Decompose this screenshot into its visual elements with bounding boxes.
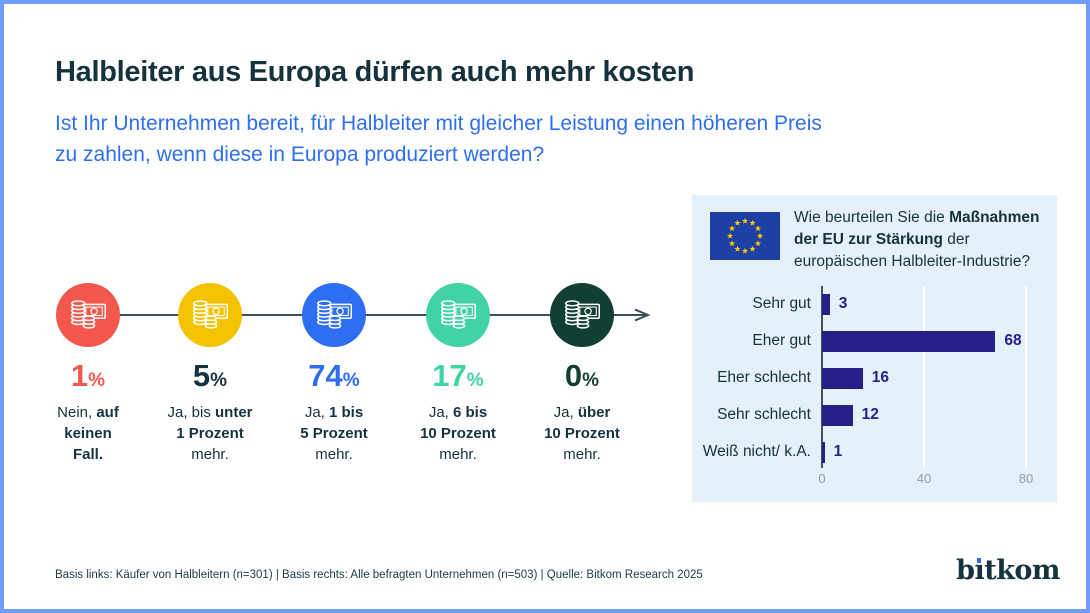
coins-banknote-icon bbox=[316, 299, 352, 329]
coins-banknote-icon bbox=[440, 299, 476, 329]
subtitle-line-1: Ist Ihr Unternehmen bereit, für Halbleit… bbox=[55, 112, 822, 135]
logo-i: ı bbox=[974, 555, 985, 586]
eu-flag-stars bbox=[726, 217, 764, 254]
bar-value-label: 1 bbox=[833, 443, 843, 460]
chart-gridline bbox=[1025, 286, 1027, 468]
bar-value-label: 3 bbox=[838, 295, 848, 312]
source-note: Basis links: Käufer von Halbleitern (n=3… bbox=[55, 569, 703, 581]
price-step: 17% Ja, 6 bis 10 Prozent mehr. bbox=[393, 283, 523, 465]
price-step: 1% Nein, auf keinen Fall. bbox=[23, 283, 153, 465]
bar bbox=[822, 293, 830, 315]
step-label: Ja, über 10 Prozent mehr. bbox=[544, 404, 620, 463]
subtitle-line-2: zu zahlen, wenn diese in Europa produzie… bbox=[55, 143, 545, 166]
step-label: Nein, auf keinen Fall. bbox=[57, 404, 119, 463]
step-percentage: 74% bbox=[308, 358, 360, 393]
coin-circle bbox=[302, 283, 366, 347]
subtitle-question: Ist Ihr Unternehmen bereit, für Halbleit… bbox=[55, 108, 822, 170]
page-title: Halbleiter aus Europa dürfen auch mehr k… bbox=[55, 56, 695, 88]
bar-category-label: Eher schlecht bbox=[717, 369, 811, 386]
bitkom-logo: bı tkom bbox=[956, 555, 1060, 586]
price-step: 5% Ja, bis unter 1 Prozent mehr. bbox=[145, 283, 275, 465]
bar-category-label: Eher gut bbox=[752, 332, 811, 349]
coin-circle bbox=[426, 283, 490, 347]
x-tick-label: 40 bbox=[916, 471, 932, 486]
bar bbox=[822, 404, 853, 426]
step-percentage: 0% bbox=[564, 358, 600, 393]
logo-i-dot bbox=[976, 558, 982, 563]
price-step: 0% Ja, über 10 Prozent mehr. bbox=[517, 283, 647, 465]
coins-banknote-icon bbox=[192, 299, 228, 329]
step-label: Ja, bis unter 1 Prozent mehr. bbox=[167, 404, 253, 463]
chart-gridline bbox=[923, 286, 925, 468]
bar-category-label: Sehr gut bbox=[752, 295, 811, 312]
bar-value-label: 16 bbox=[871, 369, 890, 386]
step-percentage: 1% bbox=[70, 358, 106, 393]
bar-value-label: 68 bbox=[1004, 332, 1022, 349]
bar bbox=[822, 441, 825, 463]
bar-category-label: Weiß nicht/ k.A. bbox=[702, 443, 811, 460]
coin-circle bbox=[56, 283, 120, 347]
bar bbox=[822, 367, 863, 389]
eu-question: Wie beurteilen Sie die Maßnahmen der EU … bbox=[794, 209, 1040, 270]
price-steps: 1% Nein, auf keinen Fall. 5% Ja, bis unter 1 P… bbox=[4, 4, 694, 504]
bar-value-label: 12 bbox=[861, 406, 879, 423]
step-label: Ja, 6 bis 10 Prozent mehr. bbox=[420, 404, 496, 463]
step-label: Ja, 1 bis 5 Prozent mehr. bbox=[300, 404, 368, 463]
coins-banknote-icon bbox=[70, 299, 106, 329]
x-tick-label: 0 bbox=[818, 471, 826, 486]
price-step: 74% Ja, 1 bis 5 Prozent mehr. bbox=[269, 283, 399, 465]
bar-category-label: Sehr schlecht bbox=[717, 406, 811, 423]
coin-circle bbox=[178, 283, 242, 347]
x-tick-label: 80 bbox=[1018, 471, 1034, 486]
step-percentage: 5% bbox=[192, 358, 228, 393]
bar bbox=[822, 330, 996, 352]
step-percentage: 17% bbox=[432, 358, 484, 393]
coins-banknote-icon bbox=[564, 299, 600, 329]
eu-panel: Wie beurteilen Sie die Maßnahmen der EU … bbox=[692, 195, 1057, 502]
coin-circle bbox=[550, 283, 614, 347]
eu-flag-icon bbox=[710, 212, 780, 260]
eu-bar-chart: 0 40 80 Sehr gut 3 Eher gut 68 Eher schlecht 16 S… bbox=[692, 195, 1057, 502]
